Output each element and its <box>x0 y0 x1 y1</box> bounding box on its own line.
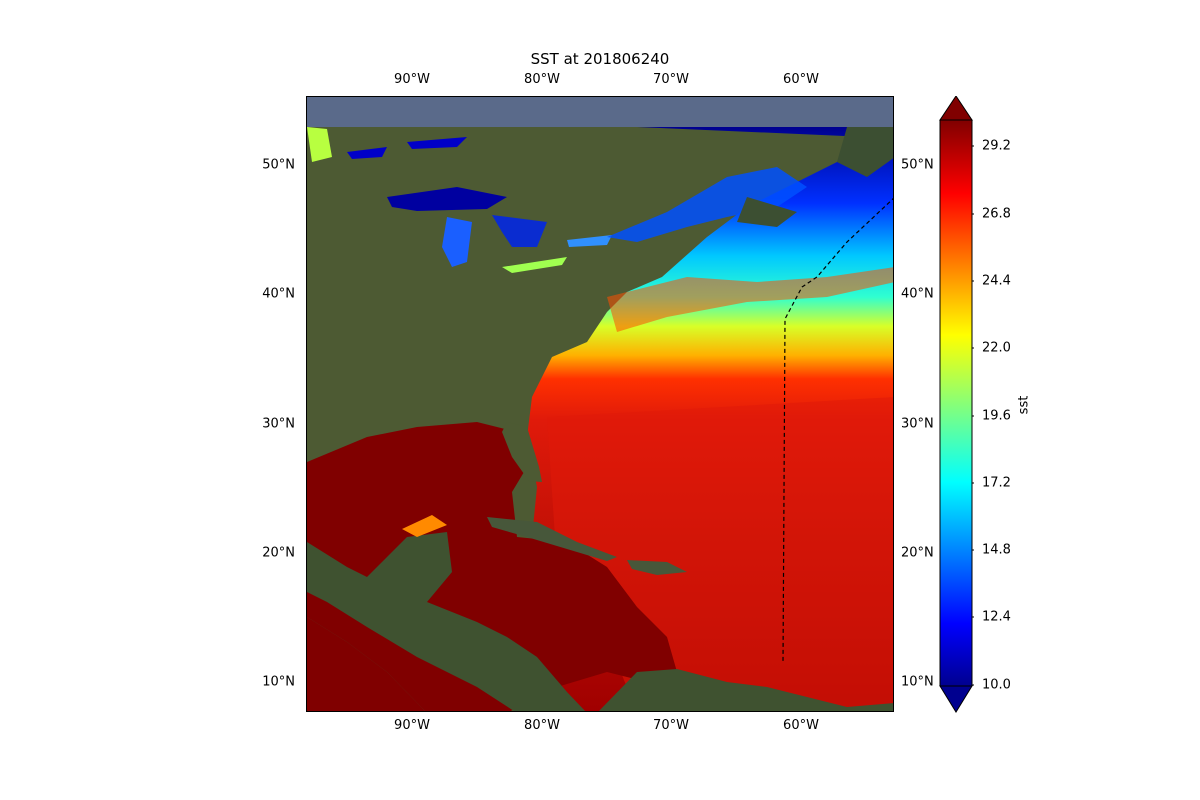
lon-label-top-70w: 70°W <box>653 72 689 87</box>
cuba <box>487 517 617 561</box>
central-america <box>307 532 586 711</box>
lat-label-right-20n: 20°N <box>901 545 934 561</box>
lake-huron <box>492 215 547 247</box>
yucatan-edge <box>402 515 447 537</box>
lon-label-bottom-70w: 70°W <box>653 718 689 733</box>
lake-superior <box>387 187 507 211</box>
lat-label-right-30n: 30°N <box>901 416 934 432</box>
north-lake-2 <box>407 137 467 149</box>
colorbar-tick-14-8: 14.8 <box>982 542 1011 558</box>
north-lake-1 <box>347 147 387 159</box>
lon-label-bottom-90w: 90°W <box>394 718 430 733</box>
colorbar-label: sst <box>1016 395 1032 415</box>
colorbar-tick-10-0: 10.0 <box>982 677 1011 693</box>
south-america <box>598 669 893 711</box>
florida <box>502 422 542 482</box>
colorbar-tick-19-6: 19.6 <box>982 408 1011 424</box>
lat-label-left-40n: 40°N <box>262 286 295 302</box>
lat-label-left-50n: 50°N <box>262 157 295 173</box>
lake-winnipeg <box>307 127 332 162</box>
sst-map <box>306 96 894 712</box>
colorbar-tick-24-4: 24.4 <box>982 273 1011 289</box>
colorbar-tick-17-2: 17.2 <box>982 475 1011 491</box>
sst-map-svg <box>307 97 893 711</box>
st-lawrence <box>607 167 807 242</box>
lat-label-right-10n: 10°N <box>901 674 934 690</box>
lon-label-top-60w: 60°W <box>783 72 819 87</box>
lat-label-right-40n: 40°N <box>901 286 934 302</box>
lon-label-top-90w: 90°W <box>394 72 430 87</box>
pacific-corner <box>307 617 426 711</box>
lake-ontario <box>567 235 612 247</box>
lon-label-top-80w: 80°W <box>524 72 560 87</box>
colorbar-extend-top <box>939 96 973 121</box>
lat-label-right-50n: 50°N <box>901 157 934 173</box>
nova-scotia <box>737 197 797 227</box>
top-strip <box>307 97 893 127</box>
colorbar-extend-bottom <box>939 685 973 713</box>
lake-michigan <box>442 217 472 267</box>
lake-erie <box>502 257 567 273</box>
lon-label-bottom-80w: 80°W <box>524 718 560 733</box>
colorbar <box>939 96 974 713</box>
lon-label-bottom-60w: 60°W <box>783 718 819 733</box>
colorbar-tick-12-4: 12.4 <box>982 609 1011 625</box>
lat-label-left-20n: 20°N <box>262 545 295 561</box>
newfoundland <box>837 127 893 177</box>
track-line <box>782 198 893 664</box>
colorbar-tick-22-0: 22.0 <box>982 340 1011 356</box>
colorbar-gradient <box>939 119 973 687</box>
lat-label-left-10n: 10°N <box>262 674 295 690</box>
hispaniola <box>627 560 687 575</box>
plot-title: SST at 201806240 <box>530 50 670 68</box>
colorbar-tick-29-2: 29.2 <box>982 138 1011 154</box>
lat-label-left-30n: 30°N <box>262 416 295 432</box>
gulf-stream-front <box>607 267 893 332</box>
colorbar-tick-26-8: 26.8 <box>982 206 1011 222</box>
